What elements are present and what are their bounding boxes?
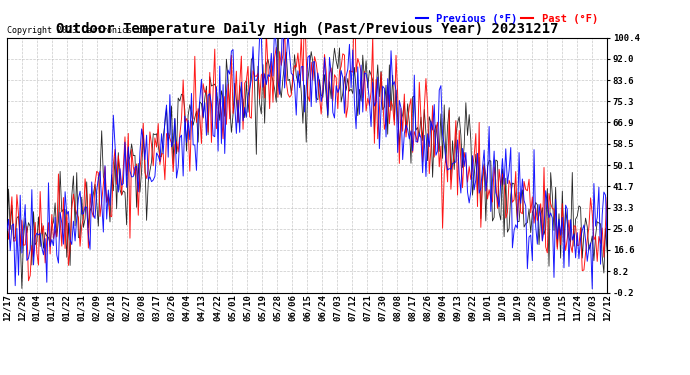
- Title: Outdoor Temperature Daily High (Past/Previous Year) 20231217: Outdoor Temperature Daily High (Past/Pre…: [56, 22, 558, 36]
- Legend: Previous (°F), Past (°F): Previous (°F), Past (°F): [411, 9, 602, 28]
- Text: Copyright 2023 Cartronics.com: Copyright 2023 Cartronics.com: [7, 26, 152, 35]
